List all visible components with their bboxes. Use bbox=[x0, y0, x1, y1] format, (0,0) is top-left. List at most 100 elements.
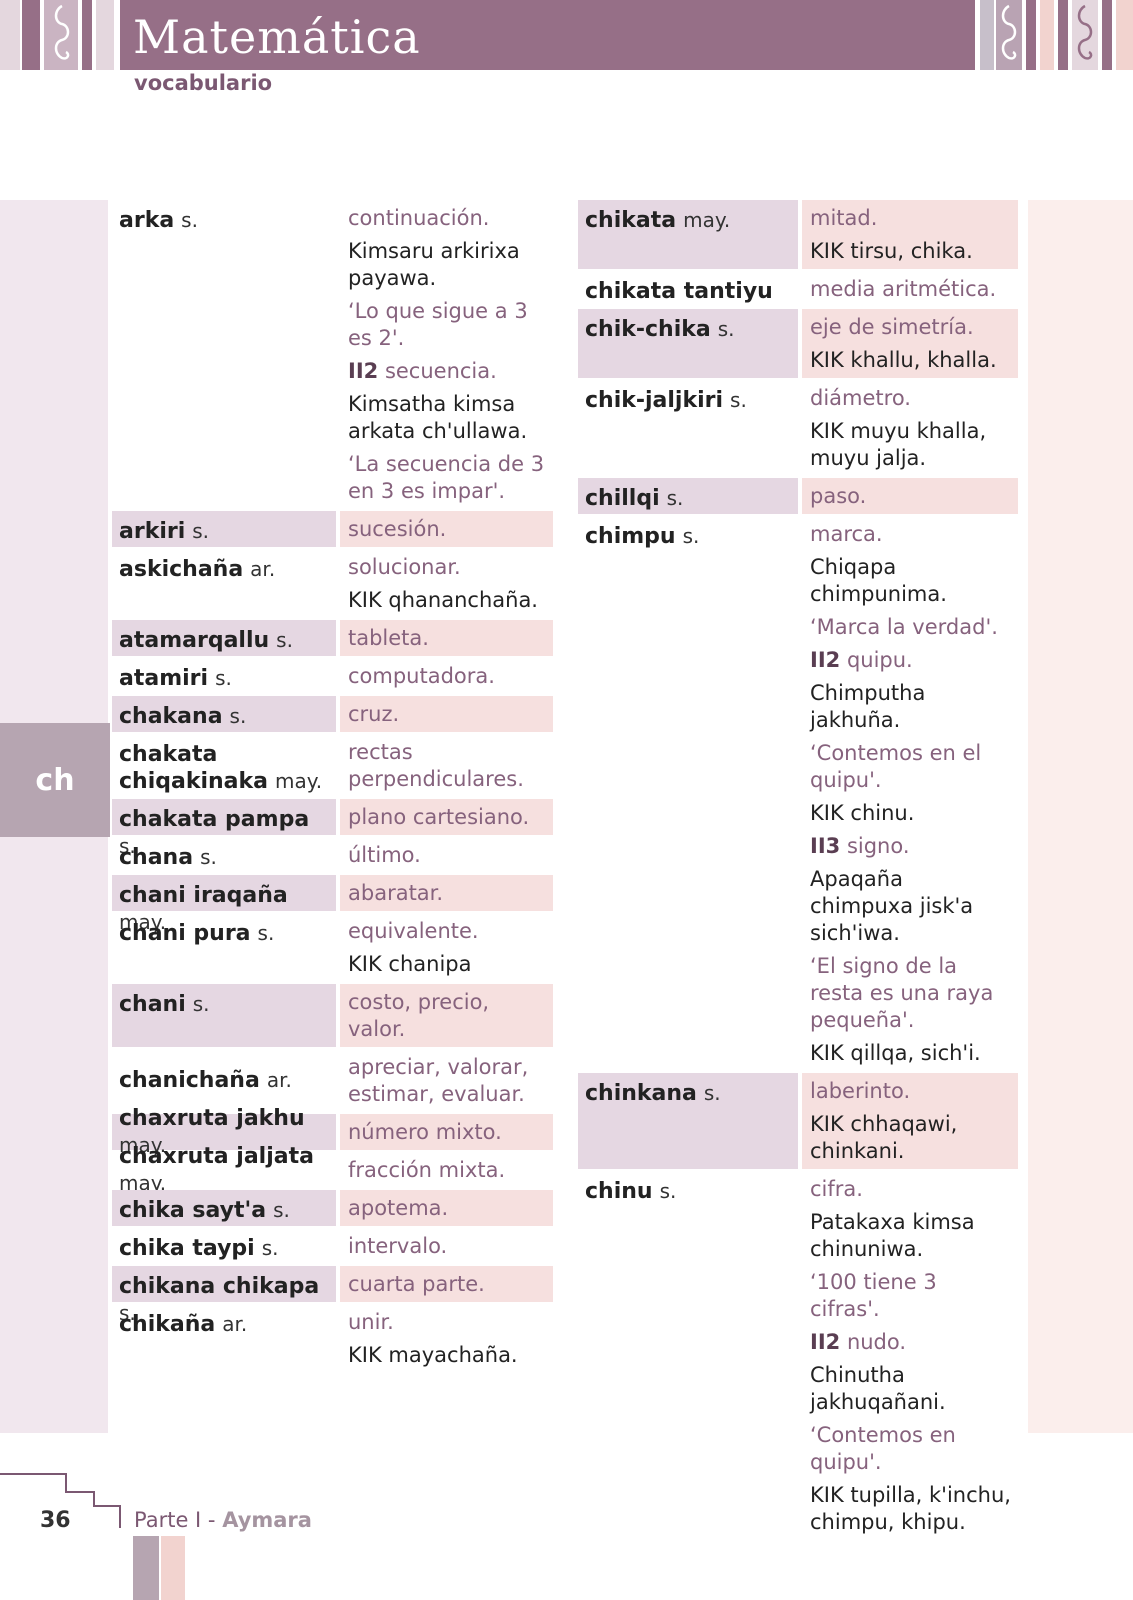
entry-term-cell: chana s. bbox=[112, 837, 336, 873]
spiral-ornament-icon bbox=[1077, 4, 1093, 60]
entry-category: s. bbox=[229, 704, 247, 728]
entry-term: chikata bbox=[585, 208, 677, 233]
entry-category: s. bbox=[682, 524, 700, 548]
definition-line-ex: KIK chhaqawi, chinkani. bbox=[810, 1112, 958, 1163]
definition-line-mean: número mixto. bbox=[348, 1120, 502, 1144]
letter-index-tab[interactable]: ch bbox=[0, 723, 110, 837]
page-subtitle: vocabulario bbox=[134, 71, 273, 95]
definition-line-mean: computadora. bbox=[348, 664, 495, 688]
definition-line-ex: KIK chanipa bbox=[348, 952, 472, 976]
entry-term: chakana bbox=[119, 704, 223, 729]
entry-category: s. bbox=[273, 1198, 290, 1222]
entry-definition: sucesión. bbox=[340, 511, 553, 547]
spiral-ornament-icon bbox=[1001, 4, 1017, 60]
definition-line-sense: II2 nudo. bbox=[810, 1329, 1011, 1356]
definition-line-mean: marca. bbox=[810, 522, 883, 546]
glossary-entry: chika taypi s. intervalo. bbox=[112, 1228, 553, 1264]
entry-term-cell: chikata may. bbox=[578, 200, 798, 269]
entry-term: chik-jaljkiri bbox=[585, 388, 724, 413]
entry-term-cell: chani iraqaña may. bbox=[112, 875, 336, 934]
footer-bar bbox=[133, 1536, 159, 1600]
decorative-stripe bbox=[82, 0, 92, 70]
entry-term-cell: chanichaña ar. bbox=[112, 1049, 336, 1112]
definition-line-mean: media aritmética. bbox=[810, 277, 997, 301]
entry-term: chinu bbox=[585, 1179, 653, 1204]
definition-line-mean: mitad. bbox=[810, 206, 878, 230]
definition-line-ex: KIK khallu, khalla. bbox=[810, 348, 997, 372]
entry-definition: abaratar. bbox=[340, 875, 553, 911]
glossary-entry: chaxruta jaljata may. fracción mixta. bbox=[112, 1144, 553, 1195]
entry-definition: marca. Chiqapa chimpunima. ‘Marca la verda… bbox=[802, 516, 1018, 1071]
entry-term-cell: chikana chikapa s. bbox=[112, 1266, 336, 1325]
entry-category: s. bbox=[659, 1179, 677, 1203]
definition-line-mean: cuarta parte. bbox=[348, 1272, 485, 1296]
language-name: Aymara bbox=[222, 1508, 312, 1532]
entry-category: may. bbox=[683, 208, 731, 232]
definition-line-ex: Kimsaru arkirixa payawa. bbox=[348, 239, 520, 290]
definition-line-ex: Apaqaña chimpuxa jisk'a sich'iwa. bbox=[810, 867, 974, 945]
entry-category: may. bbox=[119, 910, 167, 934]
definition-line-sense: II2 quipu. bbox=[810, 647, 1011, 674]
definition-line-ex: KIK tirsu, chika. bbox=[810, 239, 973, 263]
glossary-entry: chinkana s. laberinto. KIK chhaqawi, chink… bbox=[578, 1073, 1018, 1169]
entry-category: s. bbox=[717, 317, 735, 341]
glossary-entry: atamiri s. computadora. bbox=[112, 658, 553, 694]
definition-line-ex: KIK chinu. bbox=[810, 801, 915, 825]
entry-term-cell: chaxruta jakhu may. bbox=[112, 1106, 336, 1157]
decorative-stripe bbox=[1102, 0, 1112, 70]
entry-definition: tableta. bbox=[340, 620, 553, 656]
entry-definition: fracción mixta. bbox=[340, 1152, 553, 1188]
entry-definition: solucionar. KIK qhananchaña. bbox=[340, 549, 553, 618]
entry-definition: equivalente. KIK chanipa bbox=[340, 913, 553, 982]
page-title: Matemática bbox=[133, 10, 421, 64]
page-header: Matemática bbox=[0, 0, 1133, 70]
entry-definition: media aritmética. bbox=[802, 271, 1018, 307]
entry-definition: rectas perpendiculares. bbox=[340, 734, 553, 797]
glossary-entry: chani s. costo, precio, valor. bbox=[112, 984, 553, 1047]
entry-definition: intervalo. bbox=[340, 1228, 553, 1264]
entry-term: chani iraqaña bbox=[119, 883, 288, 908]
glossary-entry: chakata chiqakinaka may. rectas perpendic… bbox=[112, 734, 553, 797]
entry-category: ar. bbox=[222, 1312, 248, 1336]
entry-definition: costo, precio, valor. bbox=[340, 984, 553, 1047]
definition-line-mean: cruz. bbox=[348, 702, 400, 726]
definition-line-tr: ‘100 tiene 3 cifras'. bbox=[810, 1270, 937, 1321]
definition-line-ex: KIK qillqa, sich'i. bbox=[810, 1041, 981, 1065]
entry-definition: continuación. Kimsaru arkirixa payawa. ‘Lo… bbox=[340, 200, 553, 509]
definition-line-mean: diámetro. bbox=[810, 386, 911, 410]
entry-term: chimpu bbox=[585, 524, 676, 549]
footer-step-line bbox=[0, 1473, 121, 1528]
entry-category: s. bbox=[261, 1236, 279, 1260]
sense-meaning: quipu. bbox=[846, 648, 913, 672]
entry-category: may. bbox=[119, 1133, 167, 1157]
glossary-entry: chakata pampa s. plano cartesiano. bbox=[112, 799, 553, 858]
glossary-entry: arka s. continuación. Kimsaru arkirixa pay… bbox=[112, 200, 553, 509]
glossary-entry: chikana chikapa s. cuarta parte. bbox=[112, 1266, 553, 1325]
entry-term: chika sayt'a bbox=[119, 1198, 267, 1223]
entry-term-cell: askichaña ar. bbox=[112, 549, 336, 618]
decorative-stripe bbox=[1040, 0, 1054, 70]
entry-category: s. bbox=[200, 845, 217, 869]
definition-line-mean: eje de simetría. bbox=[810, 315, 974, 339]
entry-term-cell: chik-jaljkiri s. bbox=[578, 380, 798, 476]
glossary-entry: chika sayt'a s. apotema. bbox=[112, 1190, 553, 1226]
decorative-stripe bbox=[0, 0, 20, 70]
definition-line-tr: ‘La secuencia de 3 en 3 es impar'. bbox=[348, 452, 545, 503]
page-number: 36 bbox=[40, 1508, 71, 1533]
definition-line-tr: ‘El signo de la resta es una raya pequeñ… bbox=[810, 954, 994, 1032]
entry-term: chinkana bbox=[585, 1081, 697, 1106]
sense-number: II2 bbox=[810, 1330, 841, 1354]
definition-line-mean: equivalente. bbox=[348, 919, 479, 943]
definition-line-ex: Chinutha jakhuqañani. bbox=[810, 1363, 946, 1414]
entry-term: chikana chikapa bbox=[119, 1274, 320, 1299]
definition-line-mean: solucionar. bbox=[348, 555, 461, 579]
entry-term: chikata tantiyu bbox=[585, 279, 773, 304]
entry-definition: cuarta parte. bbox=[340, 1266, 553, 1302]
entry-term: atamiri bbox=[119, 666, 209, 691]
entry-term: chikaña bbox=[119, 1312, 216, 1337]
glossary-entry: chinu s. cifra. Patakaxa kimsa chinuniwa. ‘… bbox=[578, 1171, 1018, 1540]
glossary-entry: askichaña ar. solucionar. KIK qhananchaña. bbox=[112, 549, 553, 618]
entry-term-cell: chaxruta jaljata may. bbox=[112, 1144, 336, 1195]
definition-line-ex: KIK muyu khalla, muyu jalja. bbox=[810, 419, 987, 470]
entry-definition: apotema. bbox=[340, 1190, 553, 1226]
